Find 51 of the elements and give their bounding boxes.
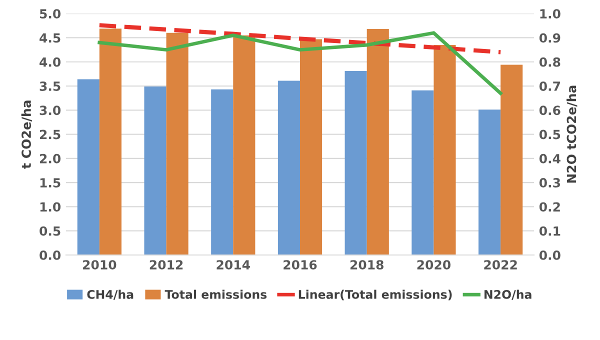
y-tick-label: 0.5 [40,226,60,236]
bar [344,71,367,255]
x-tick-label: 2010 [83,260,116,270]
x-tick-label: 2018 [350,260,384,270]
legend-label: Linear(Total emissions) [298,290,452,300]
y2-tick-label: 0.6 [539,106,560,116]
y-axis-title: t CO2e/ha [21,100,32,169]
bar [99,28,122,255]
y2-axis-title: N2O tCO2e/ha [566,86,578,183]
bar [211,89,234,255]
y-tick-label: 2.5 [40,130,60,140]
bar [77,79,100,255]
bar [300,39,322,255]
y2-tick-label: 0.5 [539,130,560,140]
x-tick-label: 2016 [284,260,317,270]
y-tick-label: 3.0 [40,106,61,116]
bar [166,32,188,255]
line-series [98,31,502,95]
y-tick-label: 1.5 [40,178,60,188]
y-tick-label: 3.5 [40,81,60,91]
x-tick-label: 2014 [216,260,250,270]
bar [412,90,434,255]
bar [500,64,523,255]
y2-tick-label: 0.0 [539,250,560,260]
y2-tick-label: 0.2 [539,202,560,212]
bar [278,80,300,255]
bar [366,29,389,255]
y2-tick-label: 0.4 [539,154,560,164]
line-series [97,23,503,54]
x-tick-label: 2022 [484,260,517,270]
y2-tick-label: 0.9 [539,33,560,43]
y-tick-label: 4.5 [40,33,60,43]
y-tick-label: 5.0 [40,9,61,19]
y-tick-label: 0.0 [40,250,61,260]
legend-label: CH4/ha [87,290,134,300]
y2-tick-label: 0.7 [539,81,560,91]
legend-label: N2O/ha [484,290,532,300]
y-tick-label: 2.0 [40,154,61,164]
x-tick-label: 2020 [417,260,451,270]
bar [478,110,501,255]
y2-tick-label: 0.8 [539,57,560,67]
y2-tick-label: 0.1 [539,226,560,236]
y-tick-label: 1.0 [40,202,61,212]
bar [434,44,456,255]
y-tick-label: 4.0 [40,57,61,67]
x-tick-label: 2012 [150,260,183,270]
bar [144,86,166,255]
y2-tick-label: 1.0 [540,9,560,19]
bar [233,35,256,255]
legend-label: Total emissions [164,290,267,299]
y2-tick-label: 0.3 [539,178,560,188]
